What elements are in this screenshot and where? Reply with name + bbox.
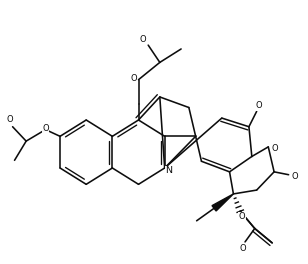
- Text: O: O: [6, 116, 13, 125]
- Text: O: O: [291, 172, 298, 181]
- Text: O: O: [239, 213, 245, 221]
- Text: O: O: [272, 144, 278, 153]
- Polygon shape: [212, 194, 233, 211]
- Text: N: N: [165, 166, 172, 175]
- Text: O: O: [255, 101, 262, 110]
- Text: O: O: [139, 35, 146, 44]
- Text: O: O: [42, 124, 49, 133]
- Text: O: O: [130, 74, 137, 83]
- Text: O: O: [240, 244, 246, 253]
